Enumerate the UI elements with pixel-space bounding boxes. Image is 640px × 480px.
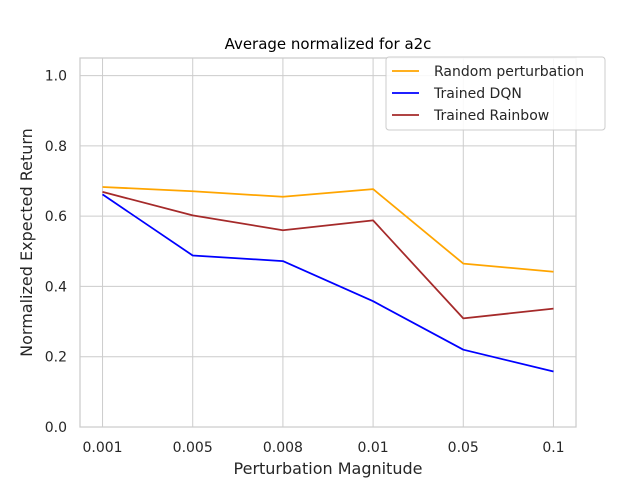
x-tick-label: 0.1 [542, 440, 564, 456]
y-axis-label: Normalized Expected Return [17, 128, 36, 357]
y-tick-label: 0.2 [45, 350, 67, 366]
chart-title: Average normalized for a2c [225, 35, 432, 53]
x-tick-label: 0.001 [82, 440, 122, 456]
series-line-2 [102, 193, 554, 373]
legend-label: Trained Rainbow [433, 108, 549, 124]
tick-labels: 0.001 0.005 0.008 0.01 0.05 0.1 0.0 0.2 0.4 0.6 0.… [45, 69, 565, 456]
y-tick-label: 0.8 [45, 139, 67, 155]
grid [80, 58, 576, 428]
series-line-1 [102, 186, 554, 273]
legend-label: Trained DQN [433, 86, 522, 102]
series-lines [102, 186, 554, 373]
y-tick-label: 0.4 [45, 279, 67, 295]
y-tick-label: 0.6 [45, 209, 67, 225]
y-tick-label: 1.0 [45, 69, 67, 85]
plot-area [79, 57, 577, 428]
x-axis-label: Perturbation Magnitude [234, 459, 423, 478]
legend-label: Random perturbation [434, 64, 584, 80]
series-line-3 [102, 191, 554, 320]
legend: Random perturbation Trained DQN Trained Ra… [385, 56, 606, 131]
x-tick-label: 0.01 [358, 440, 389, 456]
x-tick-label: 0.008 [263, 440, 303, 456]
x-tick-label: 0.05 [448, 440, 479, 456]
legend-box [385, 56, 606, 131]
x-tick-label: 0.005 [173, 440, 213, 456]
y-tick-label: 0.0 [45, 420, 67, 436]
